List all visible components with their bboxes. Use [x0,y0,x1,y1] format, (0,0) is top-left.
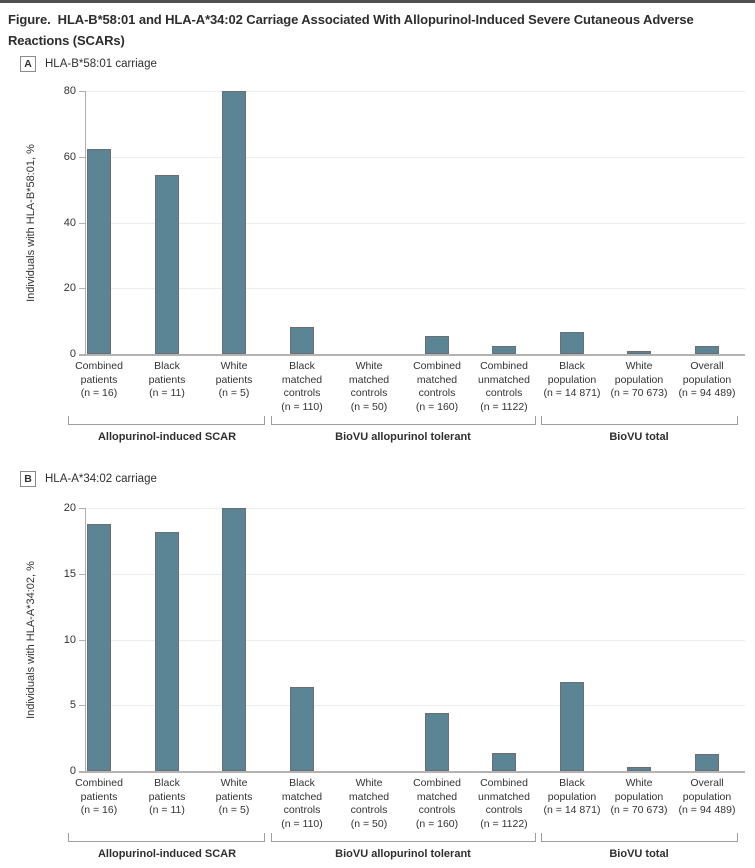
figure-title: Figure. HLA-B*58:01 and HLA-A*34:02 Carr… [8,12,698,48]
chart-a-x-label-combined-unmatched-controls: Combined unmatched controls (n = 1122) [478,360,530,413]
chart-a-y-tick-60 [79,157,85,158]
chart-b-x-axis-line [79,771,745,773]
chart-a-x-label-combined-patients: Combined patients (n = 16) [75,360,123,399]
chart-b-x-label-combined-patients: Combined patients (n = 16) [75,777,123,816]
chart-a-x-label-black-patients: Black patients (n = 11) [148,360,186,399]
chart-a-bar-combined-patients [87,149,111,354]
chart-a-group-label-biovu-total: BioVU total [609,431,669,443]
chart-b-y-tick-label-0: 0 [69,765,76,777]
chart-a-group-bracket-biovu-total [541,416,738,425]
chart-a-y-tick-label-80: 80 [63,85,76,97]
chart-a-bar-combined-matched-controls [425,336,449,354]
chart-b-y-tick-20 [79,508,85,509]
chart-a-x-label-white-matched-controls: White matched controls (n = 50) [348,360,390,413]
chart-b-y-tick-10 [79,640,85,641]
chart-b-bar-white-population [627,767,651,771]
chart-b-x-label-overall-population: Overall population (n = 94 489) [678,777,736,816]
panel-b-title: HLA-A*34:02 carriage [45,473,157,485]
chart-a-y-tick-80 [79,91,85,92]
chart-b-gridline-10 [85,640,745,641]
chart-a-group-label-allopurinol-induced-scar: Allopurinol-induced SCAR [97,431,237,443]
panel-a-title: HLA-B*58:01 carriage [45,58,157,70]
chart-b-bar-black-patients [155,532,179,771]
chart-a-x-label-overall-population: Overall population (n = 94 489) [678,360,736,399]
chart-b-group-label-biovu-total: BioVU total [609,848,669,860]
chart-b-x-label-white-population: White population (n = 70 673) [610,777,668,816]
chart-a-gridline-60 [85,157,745,158]
chart-a-bar-combined-unmatched-controls [492,346,516,354]
charts-layer: Individuals with HLA-B*58:01, % 0 20 40 60 80… [0,3,755,868]
chart-b-bar-combined-patients [87,524,111,771]
chart-a-y-axis-line [85,91,86,354]
chart-a-y-tick-label-60: 60 [63,151,76,163]
chart-b-group-label-allopurinol-induced-scar: Allopurinol-induced SCAR [97,848,237,860]
chart-b-y-tick-5 [79,705,85,706]
chart-b-x-label-black-patients: Black patients (n = 11) [148,777,186,816]
chart-b-x-label-white-matched-controls: White matched controls (n = 50) [348,777,390,830]
chart-a-gridline-80 [85,91,745,92]
chart-b-y-tick-15 [79,574,85,575]
chart-a-y-tick-label-0: 0 [69,348,76,360]
chart-b-bar-white-patients [222,508,246,771]
chart-b-bar-overall-population [695,754,719,771]
chart-a-x-label-white-population: White population (n = 70 673) [610,360,668,399]
chart-b-y-tick-label-15: 15 [63,568,76,580]
chart-a-y-tick-label-40: 40 [63,217,76,229]
chart-a-x-label-white-patients: White patients (n = 5) [215,360,253,399]
chart-a-group-label-biovu-allopurinol-tolerant: BioVU allopurinol tolerant [335,431,471,443]
chart-b-bar-black-matched-controls [290,687,314,771]
chart-a-y-tick-label-20: 20 [63,282,76,294]
chart-b-gridline-5 [85,705,745,706]
chart-a-bar-white-population [627,351,651,354]
chart-b-group-bracket-allopurinol-induced-scar [68,833,265,842]
panel-a-key-badge: A [20,56,36,72]
chart-a-gridline-20 [85,288,745,289]
chart-a-bar-black-patients [155,175,179,354]
panel-b-key-badge: B [20,471,36,487]
chart-b-gridline-15 [85,574,745,575]
chart-b-y-tick-label-20: 20 [63,502,76,514]
panel-a-header: A HLA-B*58:01 carriage [20,56,157,72]
chart-b-x-label-black-matched-controls: Black matched controls (n = 110) [281,777,323,830]
chart-a-bar-overall-population [695,346,719,354]
chart-b-x-label-combined-matched-controls: Combined matched controls (n = 160) [413,777,461,830]
chart-b-y-axis-title: Individuals with HLA-A*34:02, % [25,560,37,719]
chart-b-bar-black-population [560,682,584,771]
chart-b-x-label-white-patients: White patients (n = 5) [215,777,253,816]
chart-b-group-bracket-biovu-allopurinol-tolerant [271,833,536,842]
chart-b-gridline-20 [85,508,745,509]
chart-b-bar-combined-unmatched-controls [492,753,516,771]
chart-a-group-bracket-allopurinol-induced-scar [68,416,265,425]
chart-b-y-tick-label-5: 5 [69,699,76,711]
chart-b-bar-combined-matched-controls [425,713,449,771]
chart-a-x-label-black-population: Black population (n = 14 871) [543,360,601,399]
chart-b-x-label-black-population: Black population (n = 14 871) [543,777,601,816]
chart-a-bar-black-matched-controls [290,327,314,354]
chart-a-gridline-40 [85,223,745,224]
chart-b-group-bracket-biovu-total [541,833,738,842]
chart-a-y-tick-40 [79,223,85,224]
chart-b-y-axis-line [85,508,86,771]
chart-a-bar-black-population [560,332,584,354]
panel-b-header: B HLA-A*34:02 carriage [20,471,157,487]
chart-b-x-label-combined-unmatched-controls: Combined unmatched controls (n = 1122) [478,777,530,830]
chart-a-y-axis-title: Individuals with HLA-B*58:01, % [25,143,37,302]
chart-a-bar-white-patients [222,91,246,354]
chart-a-y-tick-20 [79,288,85,289]
chart-b-group-label-biovu-allopurinol-tolerant: BioVU allopurinol tolerant [335,848,471,860]
chart-a-x-axis-line [79,354,745,356]
chart-a-x-label-black-matched-controls: Black matched controls (n = 110) [281,360,323,413]
chart-a-x-label-combined-matched-controls: Combined matched controls (n = 160) [413,360,461,413]
chart-a-group-bracket-biovu-allopurinol-tolerant [271,416,536,425]
chart-b-y-tick-label-10: 10 [63,634,76,646]
